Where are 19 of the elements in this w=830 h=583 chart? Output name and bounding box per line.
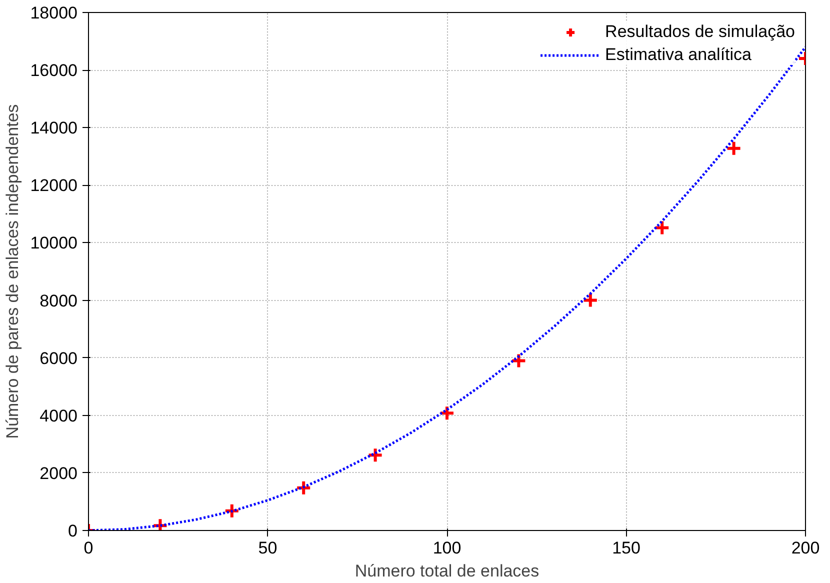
y-tick-label: 16000 xyxy=(30,61,78,80)
x-axis-title: Número total de enlaces xyxy=(354,562,540,580)
x-tick-label: 0 xyxy=(84,538,94,558)
x-tick-label: 150 xyxy=(612,538,640,558)
y-axis-title: Número de pares de enlaces independentes xyxy=(3,104,22,439)
y-tick-label: 2000 xyxy=(40,464,78,483)
y-tick-label: 8000 xyxy=(40,291,78,310)
legend-label: Estimativa analítica xyxy=(605,45,752,65)
y-tick-label: 12000 xyxy=(30,176,78,196)
x-tick-label: 100 xyxy=(432,538,462,558)
y-tick-label: 14000 xyxy=(30,118,78,138)
y-tick-label: 18000 xyxy=(30,4,78,22)
y-tick-label: 4000 xyxy=(40,406,78,426)
y-tick-label: 6000 xyxy=(40,348,78,368)
x-tick-label: 200 xyxy=(791,538,820,558)
y-tick-label: 10000 xyxy=(30,234,78,253)
legend-label: Resultados de simulação xyxy=(605,22,795,42)
y-tick-label: 0 xyxy=(68,522,78,540)
x-tick-label: 50 xyxy=(258,538,278,558)
